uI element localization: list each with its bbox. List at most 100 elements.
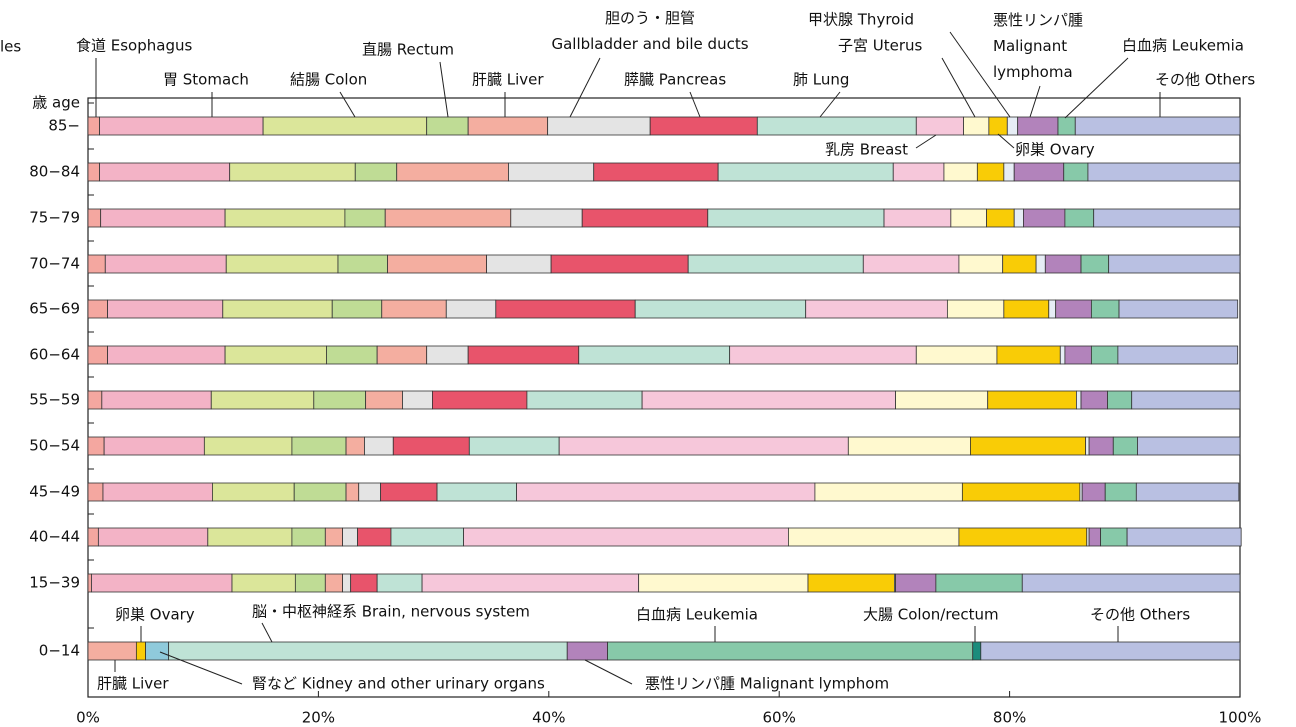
bar-segment <box>1013 162 1065 182</box>
bar-segment <box>103 436 205 456</box>
bar-segment <box>1006 116 1019 136</box>
bar-segment <box>895 390 989 410</box>
y-tick-label: 60−64 <box>29 346 80 364</box>
leader-line <box>1029 85 1041 118</box>
bar-segment <box>365 390 403 410</box>
bar-segment <box>935 573 1023 593</box>
y-tick-label: 70−74 <box>29 255 80 273</box>
series-label: 乳房 Breast <box>825 141 908 159</box>
bar-segment <box>87 527 99 547</box>
bar-segment <box>1003 162 1015 182</box>
bar-segment <box>145 641 170 661</box>
series-label: 脳・中枢神経系 Brain, nervous system <box>252 603 530 621</box>
bar-segment <box>324 527 343 547</box>
bar-segment <box>231 573 296 593</box>
bar-segment <box>345 482 360 502</box>
bar-segment <box>1137 436 1241 456</box>
leader-line <box>439 61 449 118</box>
bar-segment <box>1013 208 1024 228</box>
bar-segment <box>634 299 807 319</box>
series-label: 大腸 Colon/rectum <box>863 606 999 624</box>
y-tick-label: 40−44 <box>29 528 80 546</box>
x-tick-label: 0% <box>76 709 100 727</box>
bar-segment <box>550 254 689 274</box>
bar-segment <box>486 254 552 274</box>
series-label: 甲状腺 Thyroid <box>808 11 914 29</box>
series-label: 腎など Kidney and other urinary organs <box>252 675 545 693</box>
bar-segment <box>107 345 226 365</box>
leader-line <box>584 659 633 685</box>
bar-segment <box>364 436 394 456</box>
bar-segment <box>996 345 1061 365</box>
bar-segment <box>970 436 1087 456</box>
bar-segment <box>687 254 864 274</box>
bar-segment <box>376 573 423 593</box>
bar-segment <box>756 116 917 136</box>
bar-segment <box>135 641 147 661</box>
bar-segment <box>293 482 347 502</box>
bar-segment <box>468 436 560 456</box>
bar-segment <box>1088 527 1102 547</box>
bar-segment <box>87 162 100 182</box>
bar-segment <box>847 436 971 456</box>
bar-segment <box>963 116 990 136</box>
bar-segment <box>988 116 1008 136</box>
bar-segment <box>1064 345 1092 365</box>
bar-segment <box>788 527 960 547</box>
bar-segment <box>392 436 470 456</box>
leader-line <box>569 57 601 118</box>
bar-segment <box>463 527 789 547</box>
bar-segment <box>961 482 1081 502</box>
bar-segment <box>883 208 952 228</box>
bar-segment <box>1093 208 1241 228</box>
bar-segment <box>943 162 978 182</box>
bar-segment <box>384 208 512 228</box>
bar-segment <box>426 116 469 136</box>
series-label: 膵臓 Pancreas <box>624 71 726 89</box>
series-label: 胃 Stomach <box>163 71 249 89</box>
bar-segment <box>87 436 105 456</box>
bar-segment <box>225 254 339 274</box>
bar-segment <box>510 208 583 228</box>
series-label: 食道 Esophagus <box>76 37 192 55</box>
leader-line <box>261 622 273 643</box>
bar-segment <box>607 641 974 661</box>
bar-segment <box>390 527 464 547</box>
y-tick-label: 80−84 <box>29 163 80 181</box>
bar-segment <box>467 345 580 365</box>
bar-segment <box>807 573 895 593</box>
y-tick-label: 65−69 <box>29 300 80 318</box>
bar-segment <box>357 527 392 547</box>
bar-segment <box>99 162 231 182</box>
bar-segment <box>566 641 608 661</box>
bar-segment <box>262 116 428 136</box>
bar-segment <box>1135 482 1240 502</box>
bar-segment <box>638 573 809 593</box>
bar-segment <box>814 482 963 502</box>
bar-segment <box>101 390 212 410</box>
bar-segment <box>649 116 758 136</box>
bar-segment <box>426 345 469 365</box>
bar-segment <box>87 299 108 319</box>
bar-segment <box>508 162 595 182</box>
bar-segment <box>1104 482 1137 502</box>
y-tick-label: 55−59 <box>29 391 80 409</box>
series-label: 肝臓 Liver <box>472 71 544 89</box>
bar-segment <box>717 162 894 182</box>
bar-segment <box>1080 254 1110 274</box>
bar-segment <box>707 208 885 228</box>
bar-segment <box>396 162 509 182</box>
bar-segment <box>495 299 636 319</box>
bar-segment <box>294 573 326 593</box>
bar-segment <box>950 208 987 228</box>
bar-segment <box>381 299 447 319</box>
bar-segment <box>342 573 352 593</box>
bar-segment <box>324 573 343 593</box>
bar-segment <box>87 573 92 593</box>
bar-segment <box>1044 254 1082 274</box>
bar-segment <box>104 254 227 274</box>
y-tick-label: 0−14 <box>39 642 80 660</box>
leader-line <box>949 31 1011 118</box>
bar-segment <box>1131 390 1241 410</box>
bar-segment <box>224 208 346 228</box>
